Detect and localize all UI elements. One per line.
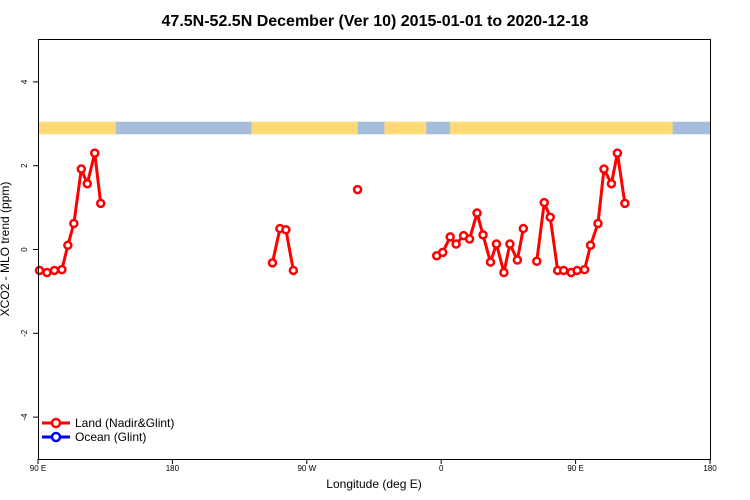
- data-point: [451, 239, 461, 249]
- band-segment-land: [384, 121, 427, 135]
- series-line-0-0: [37, 151, 103, 275]
- x-axis: 90 E 180 90 W 0 90 E 180: [30, 459, 717, 473]
- data-point: [518, 223, 529, 234]
- data-point: [620, 198, 630, 209]
- data-point: [612, 148, 623, 158]
- data-point: [512, 255, 523, 265]
- data-point: [491, 239, 502, 249]
- data-point: [34, 265, 45, 276]
- x-tick-label: 180: [703, 464, 717, 473]
- data-point: [478, 230, 488, 240]
- data-point: [599, 164, 609, 174]
- data-point: [464, 234, 475, 244]
- band-segment-ocean: [426, 121, 451, 135]
- chart-title: 47.5N-52.5N December (Ver 10) 2015-01-01…: [162, 13, 589, 30]
- x-tick-label: 90 W: [297, 464, 316, 473]
- x-tick-label: 0: [439, 464, 444, 473]
- legend: Land (Nadir&Glint)Ocean (Glint): [42, 416, 174, 444]
- legend-label: Land (Nadir&Glint): [75, 416, 174, 430]
- land-ocean-band: [38, 121, 710, 135]
- band-segment-land: [450, 121, 673, 135]
- data-point: [606, 178, 617, 189]
- band-segment-ocean: [357, 121, 385, 135]
- band-segment-land: [251, 121, 358, 135]
- legend-marker: [50, 417, 62, 429]
- y-tick-label: -2: [20, 329, 29, 337]
- data-point: [485, 257, 496, 267]
- data-point: [57, 264, 67, 275]
- data-point: [288, 265, 299, 276]
- y-tick-label: 0: [20, 247, 29, 252]
- data-point: [82, 178, 93, 189]
- legend-label: Ocean (Glint): [75, 430, 146, 444]
- band-segment-ocean: [115, 121, 252, 135]
- series-layer: [34, 148, 630, 278]
- data-point: [95, 198, 106, 209]
- data-point: [579, 264, 590, 275]
- data-point: [593, 218, 603, 229]
- data-point: [572, 265, 582, 276]
- data-point: [499, 267, 509, 278]
- data-point: [352, 184, 363, 195]
- x-tick-label: 90 E: [567, 464, 583, 473]
- y-axis-label: XCO2 - MLO trend (ppm): [0, 182, 12, 317]
- data-point: [585, 240, 596, 251]
- data-point: [505, 239, 515, 249]
- data-point: [89, 148, 100, 158]
- x-axis-label: Longitude (deg E): [326, 477, 421, 491]
- data-point: [539, 197, 549, 208]
- data-point: [472, 208, 482, 218]
- data-point: [558, 265, 569, 276]
- data-point: [42, 267, 52, 278]
- y-axis: -4 -2 0 2 4: [20, 79, 38, 421]
- legend-marker: [50, 431, 62, 443]
- band-segment-ocean: [672, 121, 710, 135]
- data-point: [76, 164, 87, 174]
- data-point: [281, 225, 291, 235]
- y-tick-label: 4: [20, 79, 29, 84]
- x-tick-label: 90 E: [30, 464, 46, 473]
- data-point: [49, 265, 60, 276]
- data-point: [437, 247, 448, 258]
- band-segment-land: [38, 121, 116, 135]
- data-point: [63, 240, 73, 251]
- data-point: [267, 258, 278, 268]
- x-tick-label: 180: [166, 464, 180, 473]
- data-point: [532, 256, 542, 266]
- data-point: [445, 232, 455, 242]
- plot-frame: [38, 39, 711, 460]
- y-tick-label: -4: [20, 413, 29, 421]
- data-point: [545, 212, 555, 222]
- data-point: [69, 218, 79, 229]
- y-tick-label: 2: [20, 163, 29, 168]
